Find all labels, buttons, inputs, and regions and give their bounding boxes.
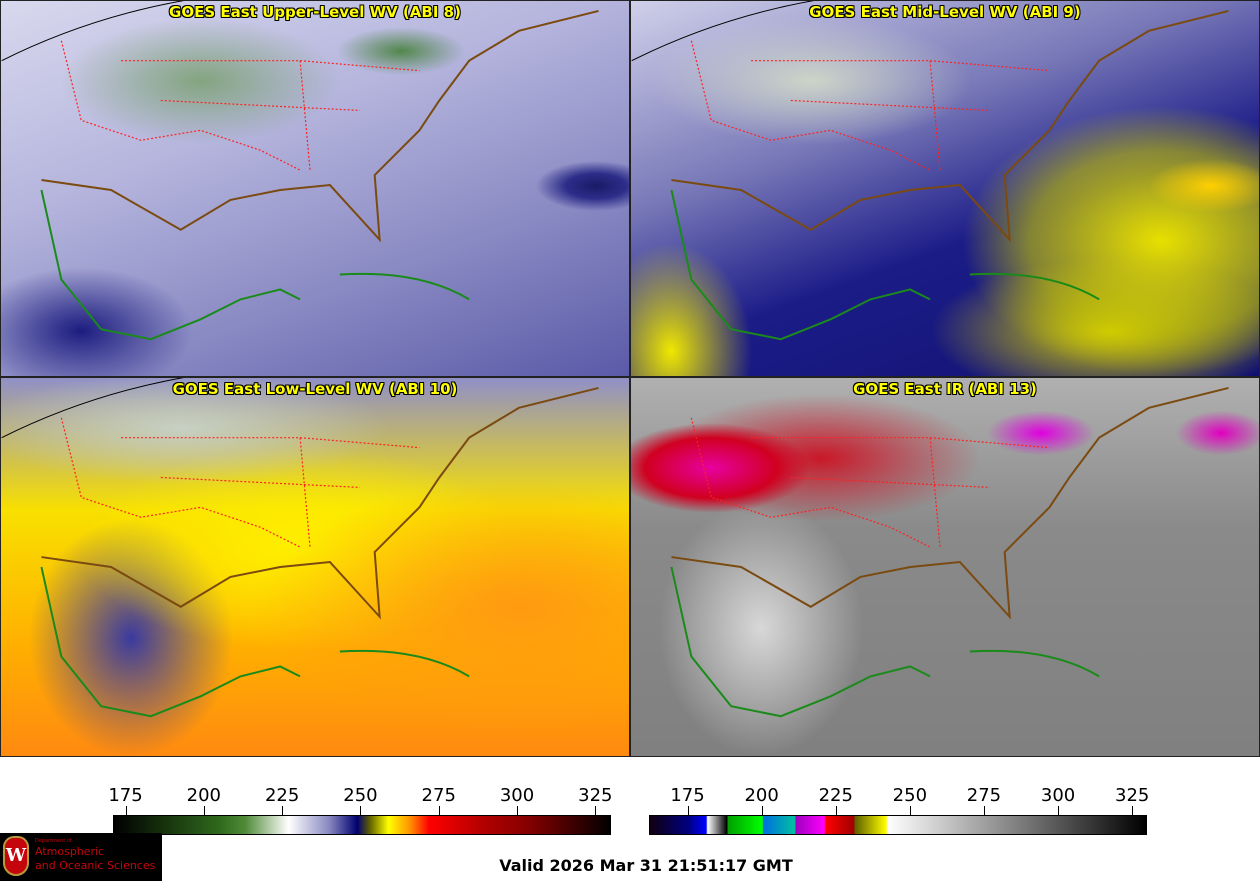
colorbar-tick-label: 250 bbox=[892, 785, 928, 806]
latam-coastline bbox=[670, 189, 1100, 341]
upper-level-wv-panel: GOES East Upper-Level WV (ABI 8) bbox=[0, 0, 630, 377]
panel-title: GOES East Mid-Level WV (ABI 9) bbox=[809, 3, 1081, 21]
state-borders bbox=[690, 40, 1050, 171]
us-coastline bbox=[41, 386, 599, 620]
colorbar-tick-label: 175 bbox=[670, 785, 705, 806]
colorbar-tick-label: 300 bbox=[499, 785, 535, 806]
logo-line-1: Department of bbox=[35, 838, 72, 844]
uw-crest-icon: W bbox=[3, 836, 29, 876]
ir-panel: GOES East IR (ABI 13) bbox=[630, 377, 1260, 757]
latam-coastline bbox=[40, 189, 470, 341]
wv-colorbar bbox=[113, 815, 611, 835]
colorbar-tick-label: 325 bbox=[1114, 785, 1150, 806]
state-borders bbox=[60, 40, 420, 171]
earth-limb bbox=[1, 1, 185, 62]
colorbar-tick bbox=[125, 806, 127, 815]
colorbar-tick bbox=[438, 806, 440, 815]
map-overlay bbox=[1, 1, 599, 341]
colorbar-tick bbox=[517, 806, 519, 815]
valid-time: Valid 2026 Mar 31 21:51:17 GMT bbox=[499, 856, 793, 875]
colorbar-tick bbox=[282, 806, 284, 815]
colorbar-tick bbox=[1132, 806, 1134, 815]
colorbar-tick-label: 275 bbox=[421, 785, 456, 806]
low-level-wv-panel: GOES East Low-Level WV (ABI 10) bbox=[0, 377, 630, 757]
colorbar-tick-label: 275 bbox=[966, 785, 1002, 806]
state-borders bbox=[690, 417, 1050, 548]
map-overlay bbox=[631, 1, 1229, 341]
colorbar-tick-label: 300 bbox=[1040, 785, 1076, 806]
colorbar-tick bbox=[595, 806, 597, 815]
colorbar-tick-label: 250 bbox=[343, 785, 378, 806]
earth-limb bbox=[631, 1, 815, 62]
colorbar-tick bbox=[203, 806, 205, 815]
aos-logo: W Department of Atmospheric and Oceanic … bbox=[0, 833, 162, 881]
colorbar-tick-label: 175 bbox=[108, 785, 143, 806]
us-coastline bbox=[671, 9, 1229, 243]
colorbar-tick bbox=[983, 806, 985, 815]
state-borders bbox=[60, 417, 420, 548]
colorbar-tick bbox=[909, 806, 911, 815]
ir-colorbar bbox=[649, 815, 1147, 835]
us-coastline bbox=[41, 9, 599, 243]
panel-title: GOES East Low-Level WV (ABI 10) bbox=[172, 380, 458, 398]
latam-coastline bbox=[40, 566, 470, 718]
colorbar-tick bbox=[761, 806, 763, 815]
colorbar-tick-label: 200 bbox=[186, 785, 222, 806]
colorbar-tick bbox=[1058, 806, 1060, 815]
colorbar-tick bbox=[360, 806, 362, 815]
colorbar-tick bbox=[835, 806, 837, 815]
logo-line-2: Atmospheric bbox=[35, 845, 105, 858]
logo-line-3: and Oceanic Sciences bbox=[35, 859, 156, 872]
colorbar-tick-label: 200 bbox=[744, 785, 779, 806]
us-coastline bbox=[671, 386, 1229, 620]
map-overlay bbox=[1, 378, 599, 718]
colorbar-tick-label: 225 bbox=[818, 785, 853, 806]
colorbar-tick-label: 225 bbox=[264, 785, 300, 806]
colorbar-tick-label: 325 bbox=[578, 785, 613, 806]
panel-title: GOES East Upper-Level WV (ABI 8) bbox=[169, 3, 461, 21]
latam-coastline bbox=[670, 566, 1100, 718]
mid-level-wv-panel: GOES East Mid-Level WV (ABI 9) bbox=[630, 0, 1260, 377]
colorbar-tick bbox=[687, 806, 689, 815]
panel-title: GOES East IR (ABI 13) bbox=[853, 380, 1037, 398]
map-overlay bbox=[670, 386, 1229, 718]
earth-limb bbox=[1, 378, 185, 439]
